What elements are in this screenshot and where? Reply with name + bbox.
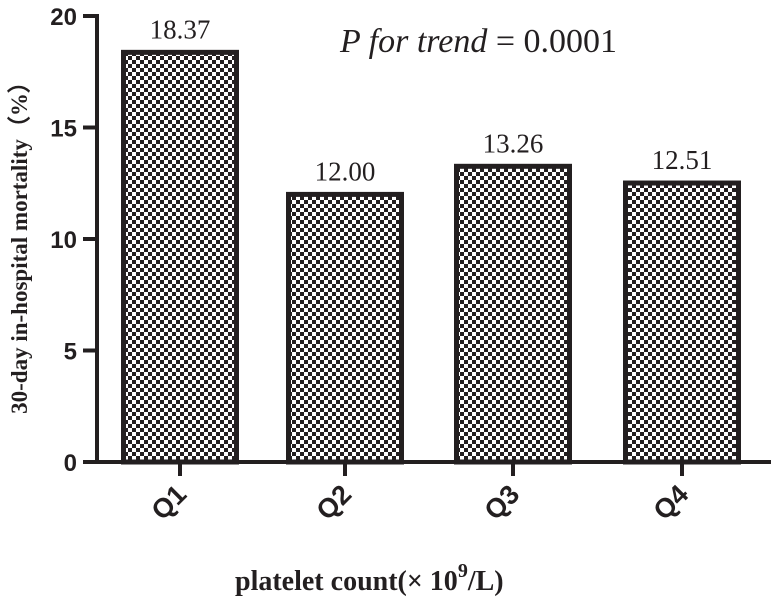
data-label-q2: 12.00	[315, 156, 376, 186]
y-axis-title: 30-day in-hospital mortality（%）	[6, 70, 32, 414]
x-axis-title: platelet count(× 109/L)	[235, 560, 504, 597]
x-axis-title-main: platelet count(× 10	[235, 566, 458, 597]
p-for-trend-value: = 0.0001	[487, 23, 617, 60]
data-label-q1: 18.37	[150, 14, 211, 44]
y-tick-label-20: 20	[50, 4, 77, 31]
x-ticks-group: Q1 Q2 Q3 Q4	[146, 462, 695, 526]
bar-q1	[121, 49, 239, 465]
y-ticks-group: 0 5 10 15 20	[50, 4, 97, 477]
x-tick-label-q3: Q3	[479, 479, 526, 526]
y-tick-label-0: 0	[64, 450, 77, 477]
y-tick-label-5: 5	[64, 339, 77, 366]
x-axis-title-tail: /L)	[467, 566, 504, 597]
bar-q4	[623, 180, 741, 465]
data-labels-group: 18.37 12.00 13.26 12.51	[150, 14, 713, 186]
p-for-trend-annotation: P for trend = 0.0001	[339, 23, 617, 60]
bar-q3	[454, 163, 572, 465]
data-label-q3: 13.26	[483, 128, 544, 158]
y-tick-label-15: 15	[50, 116, 77, 143]
x-tick-label-q4: Q4	[648, 479, 695, 526]
x-tick-label-q1: Q1	[146, 479, 193, 526]
x-axis-title-superscript: 9	[458, 560, 468, 582]
bars-group	[121, 49, 741, 465]
data-label-q4: 12.51	[652, 145, 713, 175]
y-tick-label-10: 10	[50, 227, 77, 254]
p-for-trend-label: P for trend	[339, 23, 488, 60]
x-tick-label-q2: Q2	[311, 479, 358, 526]
bar-q2	[286, 191, 404, 465]
